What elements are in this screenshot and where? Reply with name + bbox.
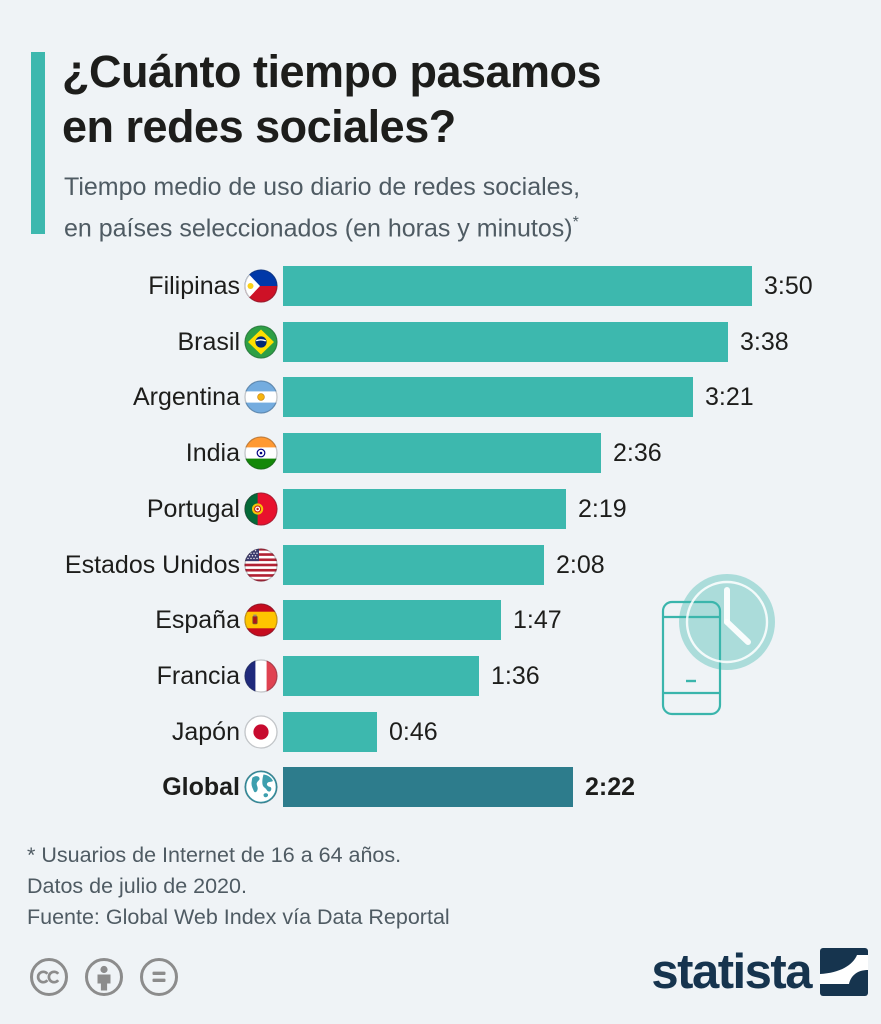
- chart-row: India 2:36: [0, 433, 662, 473]
- value-label: 2:08: [556, 550, 605, 579]
- cc-by-icon: [85, 958, 123, 996]
- flag-argentina-icon: [244, 380, 278, 414]
- value-label: 3:21: [705, 382, 754, 411]
- bar: [283, 656, 479, 696]
- cc-nd-icon: [140, 958, 178, 996]
- bar: [283, 433, 601, 473]
- statista-logo[interactable]: statista: [651, 945, 868, 999]
- bar: [283, 322, 728, 362]
- chart-row: Francia 1:36: [0, 656, 540, 696]
- value-label: 3:50: [764, 271, 813, 300]
- flag-japan-icon: [244, 715, 278, 749]
- country-label: Filipinas: [148, 271, 240, 300]
- country-label: Portugal: [146, 494, 240, 523]
- flag-spain-icon: [244, 603, 278, 637]
- bar: [283, 377, 693, 417]
- flag-usa-icon: [244, 548, 278, 582]
- bar: [283, 767, 573, 807]
- flag-portugal-icon: [244, 492, 278, 526]
- chart-subtitle-line1: Tiempo medio de uso diario de redes soci…: [64, 173, 581, 201]
- chart-row: Estados Unidos 2:08: [0, 545, 605, 585]
- bar: [283, 489, 566, 529]
- page-title-line1: ¿Cuánto tiempo pasamos: [62, 46, 602, 97]
- value-label: 2:19: [578, 494, 627, 523]
- chart-row: España 1:47: [0, 600, 562, 640]
- flag-india-icon: [244, 436, 278, 470]
- value-label: 2:22: [585, 772, 636, 801]
- cc-icon: [30, 958, 68, 996]
- chart-row: Portugal 2:19: [0, 489, 627, 529]
- flag-brazil-icon: [244, 325, 278, 359]
- country-label: Estados Unidos: [64, 550, 240, 579]
- country-label: Argentina: [132, 382, 240, 411]
- value-label: 3:38: [740, 327, 789, 356]
- smartphone-clock-icon: [661, 574, 775, 716]
- country-label: Francia: [156, 661, 240, 690]
- footnote-line: Fuente: Global Web Index vía Data Report…: [27, 905, 450, 929]
- value-label: 1:47: [513, 605, 562, 634]
- bar: [283, 600, 501, 640]
- chart-row: Brasil 3:38: [0, 322, 789, 362]
- value-label: 2:36: [613, 438, 662, 467]
- country-label: India: [185, 438, 240, 467]
- bar: [283, 266, 752, 306]
- footnotes: * Usuarios de Internet de 16 a 64 años. …: [27, 840, 450, 933]
- chart-row: Filipinas 3:50: [0, 266, 813, 306]
- country-label: Brasil: [177, 327, 240, 356]
- chart-subtitle: Tiempo medio de uso diario de redes soci…: [64, 170, 580, 246]
- footnote-marker: *: [572, 214, 579, 231]
- page-title: ¿Cuánto tiempo pasamos en redes sociales…: [62, 44, 602, 154]
- cc-license-icons[interactable]: [28, 953, 203, 1001]
- flag-philippines-icon: [244, 269, 278, 303]
- flag-globe-icon: [244, 770, 278, 804]
- footnote-line: * Usuarios de Internet de 16 a 64 años.: [27, 843, 402, 867]
- bar: [283, 545, 544, 585]
- country-label: España: [155, 605, 240, 634]
- country-label: Japón: [171, 717, 240, 746]
- statista-logo-mark: [820, 948, 868, 996]
- chart-subtitle-line2: en países seleccionados (en horas y minu…: [64, 214, 573, 243]
- flag-france-icon: [244, 659, 278, 693]
- value-label: 0:46: [389, 717, 438, 746]
- country-label: Global: [162, 772, 240, 801]
- footnote-line: Datos de julio de 2020.: [27, 874, 247, 898]
- chart-row: Argentina 3:21: [0, 377, 754, 417]
- bar: [283, 712, 377, 752]
- chart-row: Global 2:22: [0, 767, 635, 807]
- chart-row: Japón 0:46: [0, 712, 438, 752]
- page-title-line2: en redes sociales?: [62, 101, 456, 152]
- title-accent-bar: [31, 52, 45, 234]
- value-label: 1:36: [491, 661, 540, 690]
- statista-wordmark: statista: [651, 945, 812, 999]
